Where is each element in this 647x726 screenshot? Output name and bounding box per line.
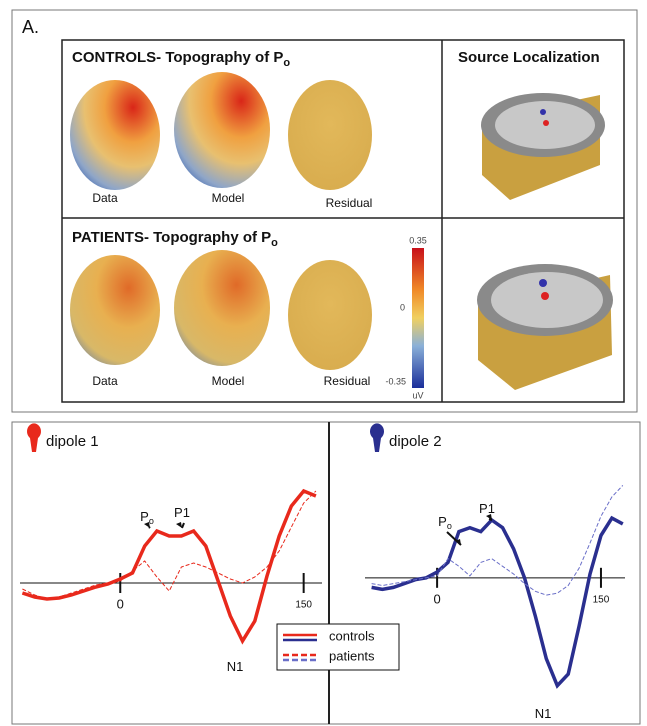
head-label: Residual — [324, 374, 371, 388]
section-title: CONTROLS- Topography of Po — [72, 49, 290, 69]
figure: A. CONTROLS- Topography of Po PATIENTS- … — [0, 0, 647, 726]
annotation-sub: o — [447, 521, 452, 531]
annotation-text: P1 — [174, 505, 190, 520]
head-label: Model — [212, 374, 245, 388]
annotation: P1 — [174, 505, 190, 520]
chart-title: dipole 2 — [389, 433, 442, 450]
panel-frame — [12, 422, 640, 724]
annotation-text: P1 — [479, 501, 495, 516]
section-title: PATIENTS- Topography of Po — [72, 229, 278, 249]
page: {"panel_label": "A.", "topography": { "c… — [0, 0, 647, 726]
colorbar-label: -0.35 — [385, 376, 406, 386]
head-label: Data — [92, 374, 118, 388]
annotation: P1 — [479, 501, 495, 516]
annotation-text: N1 — [535, 706, 552, 721]
x-tick-label: 150 — [295, 600, 312, 611]
section-title: Source Localization — [458, 49, 600, 66]
annotation: N1 — [227, 659, 244, 674]
colorbar — [412, 248, 424, 388]
head-label: Residual — [326, 196, 373, 210]
head-label: Data — [92, 191, 118, 205]
head-label: Model — [212, 191, 245, 205]
panel-label: A. — [22, 17, 39, 37]
x-tick-label: 150 — [593, 594, 610, 605]
annotation-sub: o — [149, 516, 154, 526]
annotation: N1 — [535, 706, 552, 721]
chart-title: dipole 1 — [46, 433, 99, 450]
legend-label: controls — [329, 628, 375, 643]
annotation-text: P — [438, 514, 447, 529]
colorbar-label: 0 — [400, 302, 405, 312]
annotation-text: P — [140, 509, 149, 524]
annotation-text: N1 — [227, 659, 244, 674]
x-tick-label: 0 — [433, 591, 440, 606]
x-tick-label: 0 — [117, 596, 124, 611]
colorbar-label: 0.35 — [409, 235, 427, 245]
colorbar-unit: uV — [412, 390, 423, 400]
legend-label: patients — [329, 648, 375, 663]
